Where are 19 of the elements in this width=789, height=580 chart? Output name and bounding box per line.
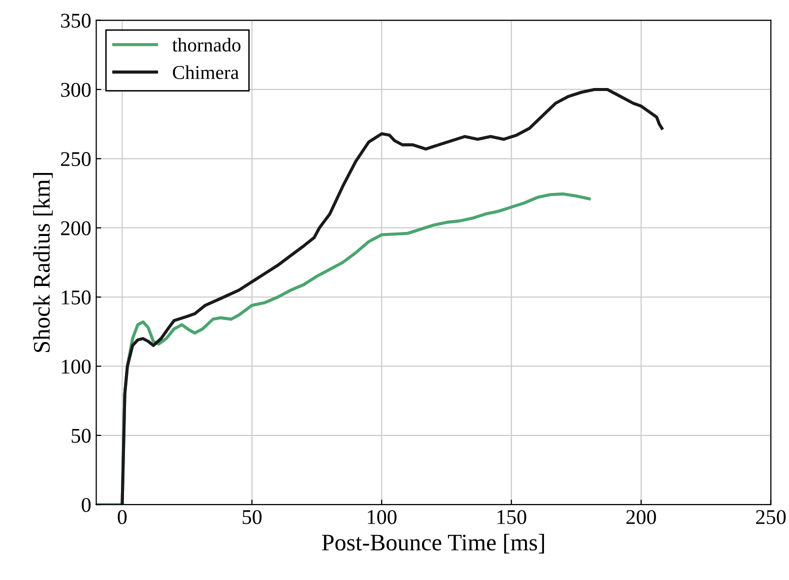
y-tick-label: 250	[61, 152, 91, 166]
x-tick-label: 0	[118, 510, 127, 524]
y-tick-label: 0	[82, 498, 91, 512]
line-series	[120, 88, 664, 505]
legend-label: thornado	[172, 38, 240, 52]
y-tick-label: 100	[62, 360, 91, 374]
x-tick-label: 250	[756, 510, 786, 524]
x-tick-label: 150	[498, 510, 526, 524]
x-axis-title: Post-Bounce Time [ms]	[322, 534, 544, 554]
legend-label: Chimera	[172, 65, 239, 80]
x-tick-label: 100	[368, 510, 396, 524]
y-axis-title: Shock Radius [km]	[33, 173, 53, 352]
y-tick-label: 300	[61, 82, 91, 97]
x-tick-label: 50	[242, 510, 262, 524]
x-tick-label: 200	[626, 510, 656, 524]
y-tick-label: 50	[72, 428, 91, 443]
y-tick-label: 150	[62, 290, 91, 304]
y-tick-label: 200	[61, 221, 91, 236]
y-tick-label: 350	[61, 14, 91, 28]
